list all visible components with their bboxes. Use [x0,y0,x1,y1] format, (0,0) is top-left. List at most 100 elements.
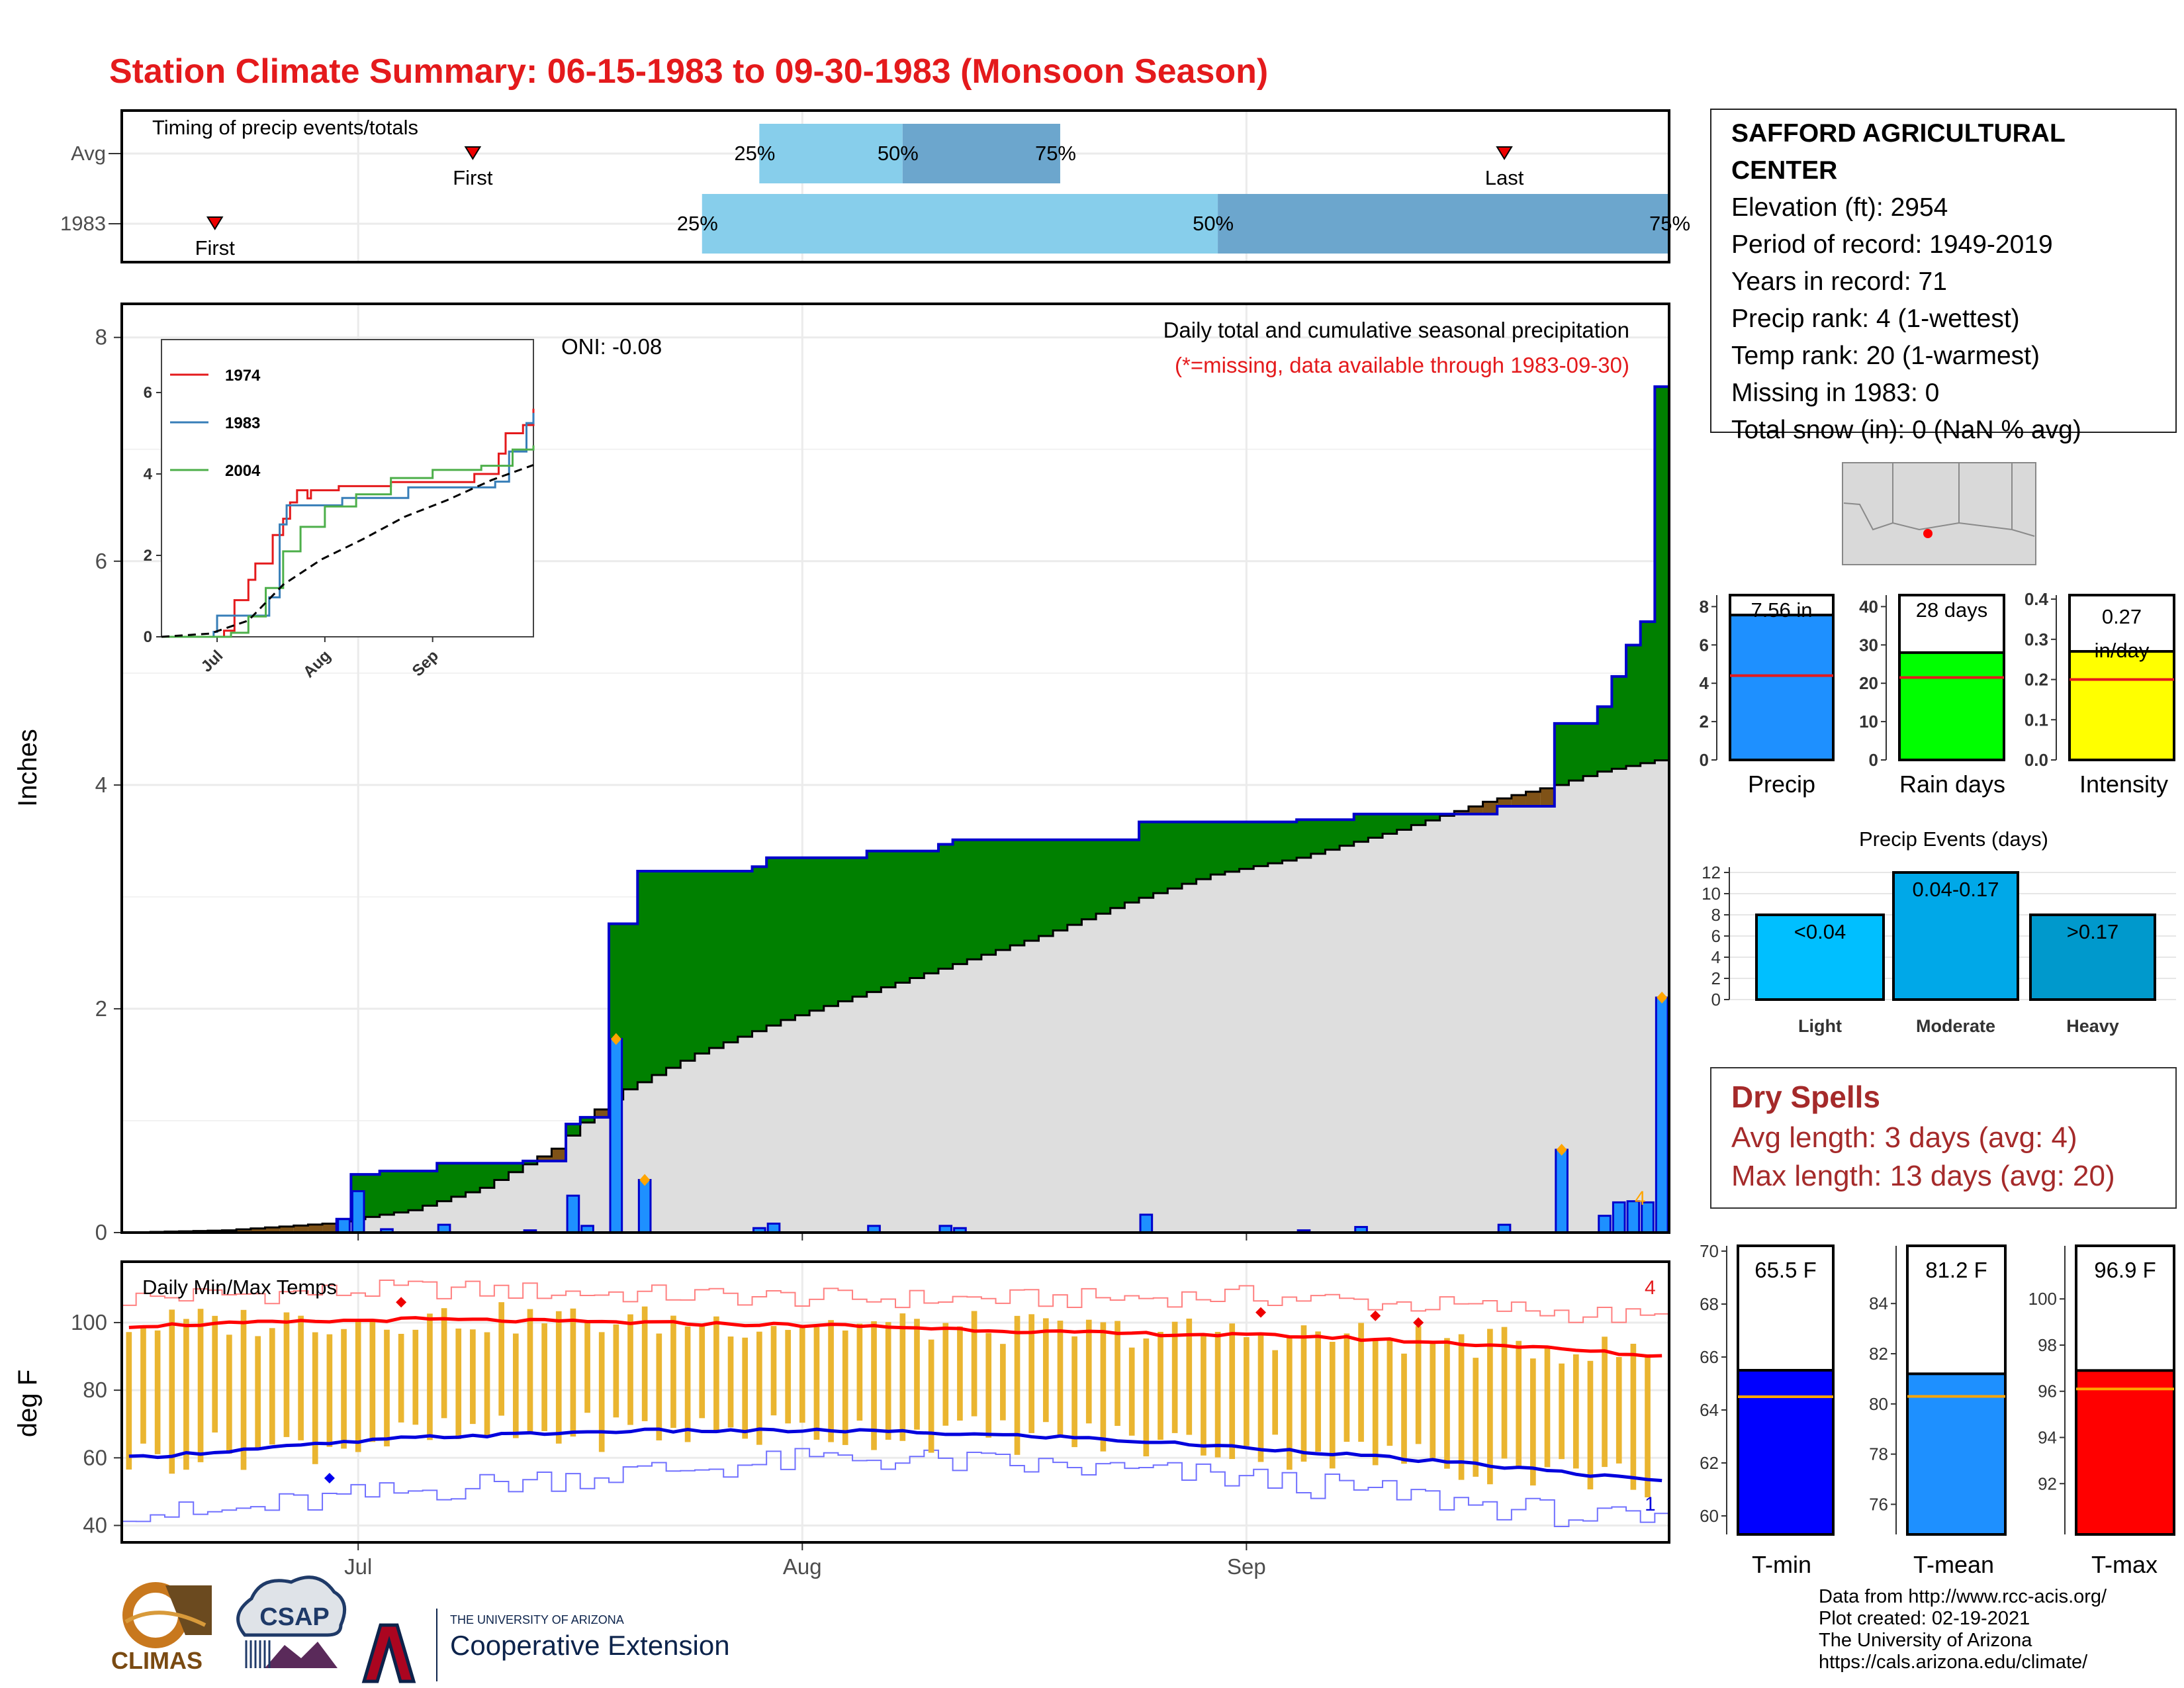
y-tick-label: 8 [95,325,107,350]
events-tick-label: 4 [1711,947,1721,967]
temp-summary-tick-label: 68 [1700,1294,1719,1314]
surplus-area-segment [1153,821,1168,894]
daily-temp-bar [1530,1358,1536,1486]
daily-temp-bar [598,1332,605,1452]
daily-temp-bar [756,1331,762,1445]
surplus-area-segment [580,1117,595,1123]
avg-area-segment [1110,908,1125,1233]
daily-temp-bar [613,1324,619,1418]
temp-summary-bar [2075,1369,2175,1536]
avg-area-segment [1411,825,1426,1233]
avg-tmin-line [128,1427,1662,1483]
avg-area-segment [594,1109,610,1233]
station-name: SAFFORD AGRICULTURAL CENTER [1731,119,2066,185]
daily-temp-bar [1473,1358,1479,1477]
daily-temp-bar [212,1315,218,1433]
event-bar-label: 0.04-0.17 [1913,878,1999,901]
summary-tick-label: 8 [1700,596,1709,616]
daily-temp-bar [1559,1363,1565,1460]
daily-temp-bar [971,1311,978,1417]
surplus-area-segment [1325,820,1340,850]
precip-annotation-missing: (*=missing, data available through 1983-… [1175,353,1629,377]
inset-legend-label: 1974 [225,367,261,385]
y-tick-label: 4 [95,773,107,797]
avg-area-segment [995,950,1011,1233]
daily-temp-bar [699,1326,705,1419]
avg-area-segment [365,1217,381,1233]
avg-area-segment [1597,771,1613,1233]
station-info-box: SAFFORD AGRICULTURAL CENTER Elevation (f… [1710,109,2177,444]
temp-summary-tick-label: 84 [1869,1293,1888,1313]
daily-temp-bar [1516,1340,1522,1469]
event-bar [1892,871,2019,1001]
surplus-area-segment [1655,387,1670,761]
surplus-area-segment [1554,723,1570,785]
temp-summary-tick-label: 78 [1869,1444,1888,1464]
record-min-line [122,1448,1669,1527]
station-snow: Total snow (in): 0 (NaN % avg) [1731,416,2081,444]
record-max-line [122,1279,1669,1323]
inset-y-tick-label: 6 [144,384,152,402]
surplus-area-segment [909,851,925,978]
timing-q25-label: 25% [677,212,718,235]
daily-temp-bar [1286,1335,1293,1470]
avg-area-segment [737,1037,753,1233]
daily-temp-bar [799,1327,805,1423]
temp-summary-tick-label: 100 [2028,1289,2057,1309]
avg-area-segment [1325,849,1340,1233]
inset-avg-line [161,464,534,638]
daily-temp-bar [985,1333,992,1438]
temp-summary-tick-label: 82 [1869,1344,1888,1364]
daily-temp-bar [183,1319,189,1470]
station-elevation: Elevation (ft): 2954 [1731,193,1948,222]
avg-area-segment [723,1042,739,1233]
summary-bar [2068,650,2175,762]
surplus-area-segment [694,871,710,1054]
daily-temp-bar [1329,1342,1336,1469]
daily-temp-bar [484,1332,490,1438]
surplus-area-segment [967,839,982,960]
surplus-area-segment [451,1163,467,1197]
surplus-area-segment [1053,839,1068,931]
avg-area-segment [1425,820,1441,1233]
avg-area-segment [981,955,997,1233]
summary-bar [1729,614,1835,761]
surplus-area-segment [881,851,896,988]
daily-temp-bar [1387,1340,1393,1446]
avg-area-segment [1210,874,1226,1233]
timing-q50-label: 50% [878,142,919,165]
surplus-area-segment [723,871,739,1043]
deficit-area-segment [1525,791,1541,806]
daily-temp-bar [1602,1336,1608,1468]
daily-temp-bar [1028,1314,1034,1433]
avg-area-segment [838,1001,853,1233]
avg-area-segment [1010,945,1025,1233]
surplus-area-segment [1569,723,1584,781]
temp-summary-tick-label: 62 [1700,1453,1719,1473]
x-tick-label: Jul [344,1554,372,1579]
avg-area-segment [1181,884,1197,1233]
surplus-area-segment [666,871,681,1068]
surplus-area-segment [1024,839,1040,941]
daily-temp-bar [1071,1336,1077,1448]
avg-area-segment [1024,941,1040,1233]
events-tick-label: 2 [1711,968,1721,988]
daily-temp-bar [1057,1321,1064,1436]
deficit-area-segment [1468,806,1484,814]
station-temp-rank: Temp rank: 20 (1-warmest) [1731,342,2040,370]
credits-source: Data from http://www.rcc-acis.org/ [1819,1586,2107,1607]
surplus-area-segment [508,1163,523,1172]
map-border-line [1843,502,2035,537]
daily-temp-bar [1214,1332,1221,1458]
daily-precip-bar [609,1038,623,1234]
temp-summary-tick-label: 60 [1700,1506,1719,1526]
station-period: Period of record: 1949-2019 [1731,230,2053,259]
ua-logo-big-text: Cooperative Extension [450,1630,730,1661]
y-tick-label: 80 [83,1378,107,1402]
daily-temp-bar [1186,1318,1193,1435]
avg-area-segment [952,964,968,1233]
surplus-area-segment [852,857,868,997]
record-high-marker [1255,1307,1267,1318]
daily-temp-bar [512,1333,519,1438]
daily-temp-bar [240,1309,247,1470]
